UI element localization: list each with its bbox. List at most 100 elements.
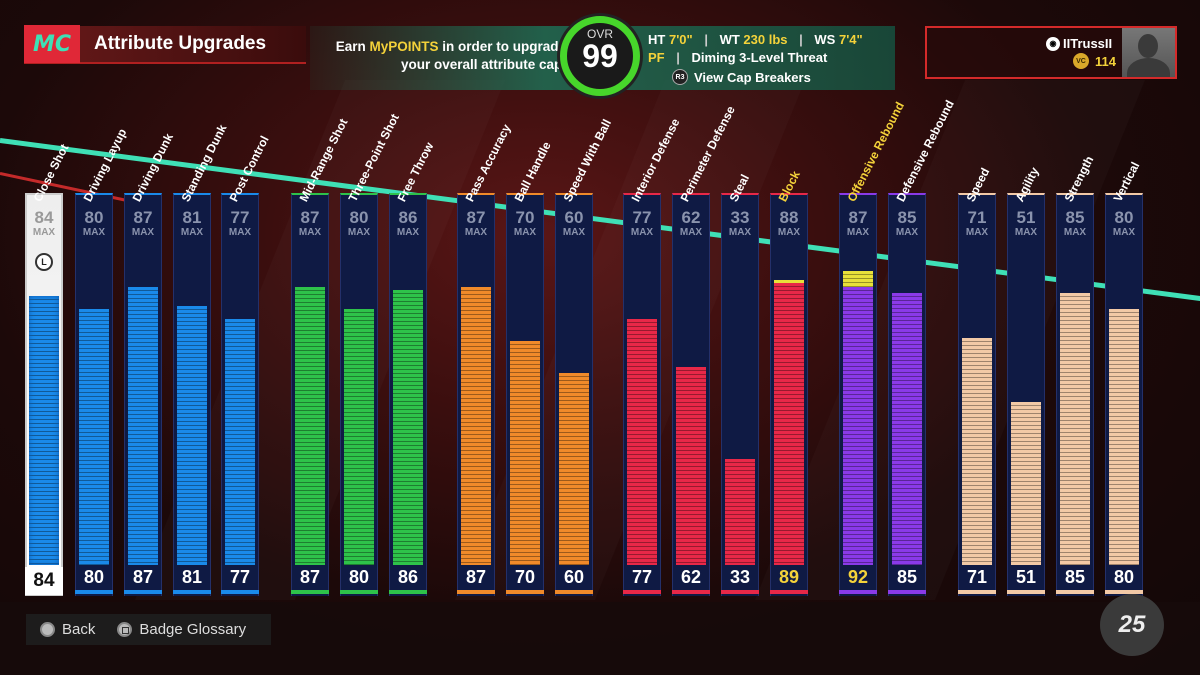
- cap-breakers-label: View Cap Breakers: [694, 69, 811, 85]
- max-label: MAX: [846, 227, 870, 238]
- badge-glossary-button[interactable]: Badge Glossary: [139, 621, 247, 638]
- max-label: MAX: [228, 227, 252, 238]
- attribute-value: 62: [680, 567, 702, 587]
- attribute-bar: [627, 318, 657, 565]
- attribute-cap: 80: [1114, 208, 1134, 227]
- attribute-value: 71: [966, 567, 988, 587]
- r3-button-icon: R3: [672, 69, 688, 85]
- height-label: HT: [648, 32, 666, 47]
- attribute-underline: [555, 590, 593, 594]
- back-button[interactable]: Back: [62, 621, 96, 638]
- attribute-value: 70: [514, 567, 536, 587]
- max-label: MAX: [82, 227, 106, 238]
- attribute-bar: [128, 286, 158, 565]
- view-cap-breakers-button[interactable]: R3 View Cap Breakers: [672, 69, 811, 85]
- attribute-value: 89: [778, 567, 800, 587]
- attribute-value: 80: [1113, 567, 1135, 587]
- attribute-bar: [225, 318, 255, 565]
- max-label: MAX: [728, 227, 752, 238]
- points-message-pre: Earn: [335, 39, 370, 54]
- vc-amount: 114: [1095, 53, 1116, 69]
- attribute-value: 84: [25, 567, 63, 595]
- playstation-icon: ◉: [1046, 36, 1060, 51]
- attribute-underline: [1007, 590, 1045, 594]
- attribute-cap: 77: [632, 208, 652, 227]
- attribute-value: 80: [348, 567, 370, 587]
- attribute-cap: 60: [564, 208, 584, 227]
- attribute-bonus-bar: [774, 280, 804, 284]
- max-label: MAX: [464, 227, 488, 238]
- attribute-bar: [725, 459, 755, 565]
- max-label: MAX: [347, 227, 371, 238]
- attribute-value: 87: [132, 567, 154, 587]
- circle-button-icon: [40, 622, 55, 637]
- max-label: MAX: [32, 227, 56, 238]
- attribute-cap: 80: [84, 208, 104, 227]
- attribute-cap: 85: [1065, 208, 1085, 227]
- title-bar: MC Attribute Upgrades: [24, 25, 306, 64]
- max-label: MAX: [396, 227, 420, 238]
- attribute-cap: 62: [681, 208, 701, 227]
- mycareer-logo: MC: [24, 25, 80, 63]
- attribute-bonus-bar: [843, 270, 873, 287]
- attribute-bar: [1011, 401, 1041, 565]
- attribute-underline: [340, 590, 378, 594]
- attribute-bar: [559, 373, 589, 565]
- weight-value: 230 lbs: [743, 32, 788, 47]
- max-label: MAX: [965, 227, 989, 238]
- attribute-underline: [1056, 590, 1094, 594]
- wingspan-label: WS: [814, 32, 836, 47]
- attribute-underline: [1105, 590, 1143, 594]
- attribute-value: 86: [397, 567, 419, 587]
- attribute-value: 87: [465, 567, 487, 587]
- attribute-underline: [75, 590, 113, 594]
- attribute-bar: [1060, 293, 1090, 565]
- max-label: MAX: [513, 227, 537, 238]
- player-gamertag: IITrussII: [1063, 36, 1113, 51]
- height-value: 7'0": [668, 32, 693, 47]
- attribute-bar: [962, 337, 992, 565]
- attribute-cap: 87: [848, 208, 868, 227]
- player-name: ◉ IITrussII: [1046, 36, 1112, 51]
- max-label: MAX: [1112, 227, 1136, 238]
- attribute-cap: 85: [897, 208, 917, 227]
- attribute-cap: 80: [349, 208, 369, 227]
- attribute-bar: [295, 286, 325, 565]
- attribute-value: 85: [1064, 567, 1086, 587]
- attribute-bar: [393, 289, 423, 565]
- attribute-underline: [672, 590, 710, 594]
- attribute-value: 77: [631, 567, 653, 587]
- attribute-bar: [1109, 309, 1139, 565]
- square-button-icon: [117, 622, 133, 637]
- attribute-cap: 71: [967, 208, 987, 227]
- overall-ring: [560, 16, 640, 96]
- attribute-underline: [389, 590, 427, 594]
- attribute-underline: [124, 590, 162, 594]
- attribute-bar: [177, 305, 207, 565]
- attribute-underline: [221, 590, 259, 594]
- attribute-cap: 81: [182, 208, 202, 227]
- attribute-cap: 88: [779, 208, 799, 227]
- attribute-cap: 33: [730, 208, 750, 227]
- attribute-bar: [774, 283, 804, 565]
- avatar: [1122, 28, 1175, 77]
- max-label: MAX: [777, 227, 801, 238]
- attribute-value: 60: [563, 567, 585, 587]
- overall-label: OVR: [586, 27, 613, 41]
- max-label: MAX: [131, 227, 155, 238]
- page-title: Attribute Upgrades: [94, 33, 267, 54]
- overall-value: 99: [582, 38, 618, 74]
- attribute-bar: [344, 309, 374, 565]
- attribute-underline: [506, 590, 544, 594]
- attribute-value: 80: [83, 567, 105, 587]
- attribute-bar: [843, 286, 873, 565]
- attribute-bar: [892, 293, 922, 565]
- points-message: Earn MyPOINTS in order to upgrade your o…: [316, 38, 566, 74]
- separator: |: [704, 32, 708, 47]
- attribute-bar: [461, 286, 491, 565]
- attribute-cap: 86: [398, 208, 418, 227]
- attribute-label: Speed With Ball: [560, 116, 615, 204]
- separator: |: [799, 32, 803, 47]
- attribute-underline: [623, 590, 661, 594]
- max-label: MAX: [180, 227, 204, 238]
